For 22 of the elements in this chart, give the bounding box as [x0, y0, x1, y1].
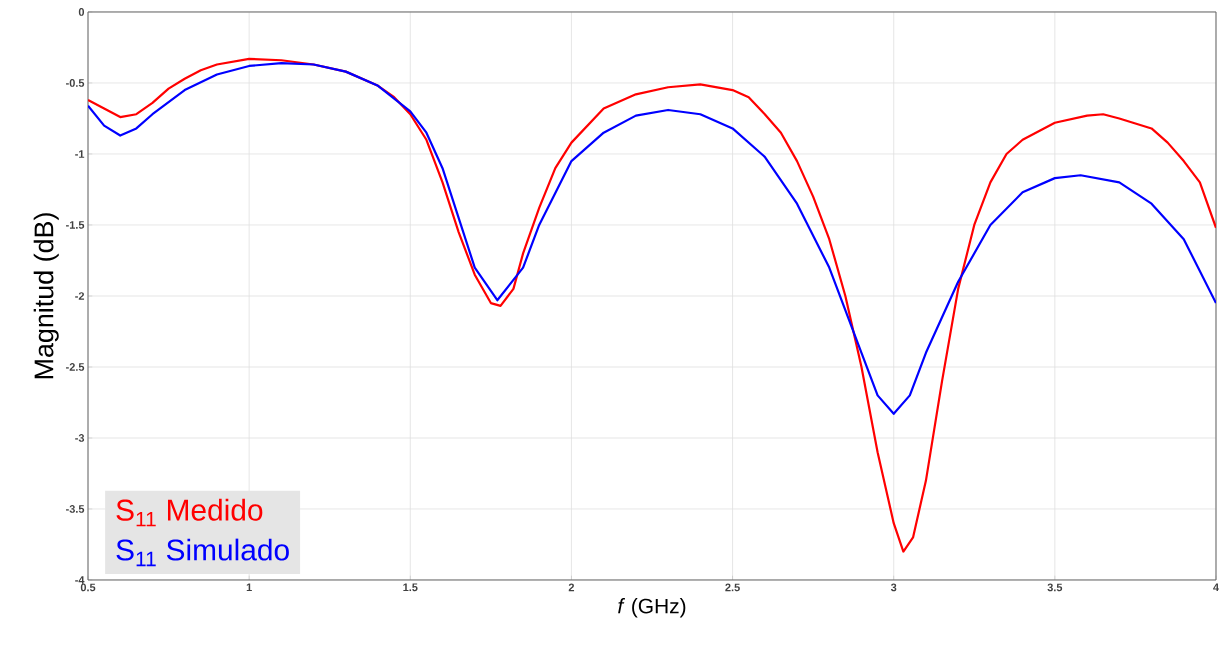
y-axis-title: Magnitud (dB) [33, 213, 59, 379]
x-axis-title: f (GHz) [618, 598, 686, 618]
y-tick-label: -3.5 [66, 505, 85, 513]
y-tick-label: -3 [75, 434, 85, 442]
y-tick-label: -1 [75, 150, 85, 158]
line-series [88, 62, 1216, 415]
y-tick-label: -4 [75, 576, 85, 584]
x-tick-label: 3.5 [1047, 583, 1063, 592]
y-tick-label: -2.5 [66, 363, 85, 371]
x-tick-label: 0.5 [80, 583, 96, 592]
y-tick-label: -0.5 [66, 79, 85, 87]
text: S$_{11}$ Medido [116, 498, 263, 527]
y-tick-label: -2 [75, 292, 85, 300]
x-tick-label: 1.5 [403, 583, 418, 592]
y-tick-label: 0 [78, 8, 85, 16]
x-tick-label: 2.5 [725, 583, 740, 592]
x-tick-label: 2 [568, 583, 575, 592]
x-tick-label: 4 [1213, 583, 1219, 592]
y-tick-label: -1.5 [66, 221, 85, 229]
x-tick-label: 3 [890, 583, 897, 592]
x-tick-label: 1 [246, 583, 252, 592]
text: S$_{11}$ Simulado [116, 538, 289, 567]
